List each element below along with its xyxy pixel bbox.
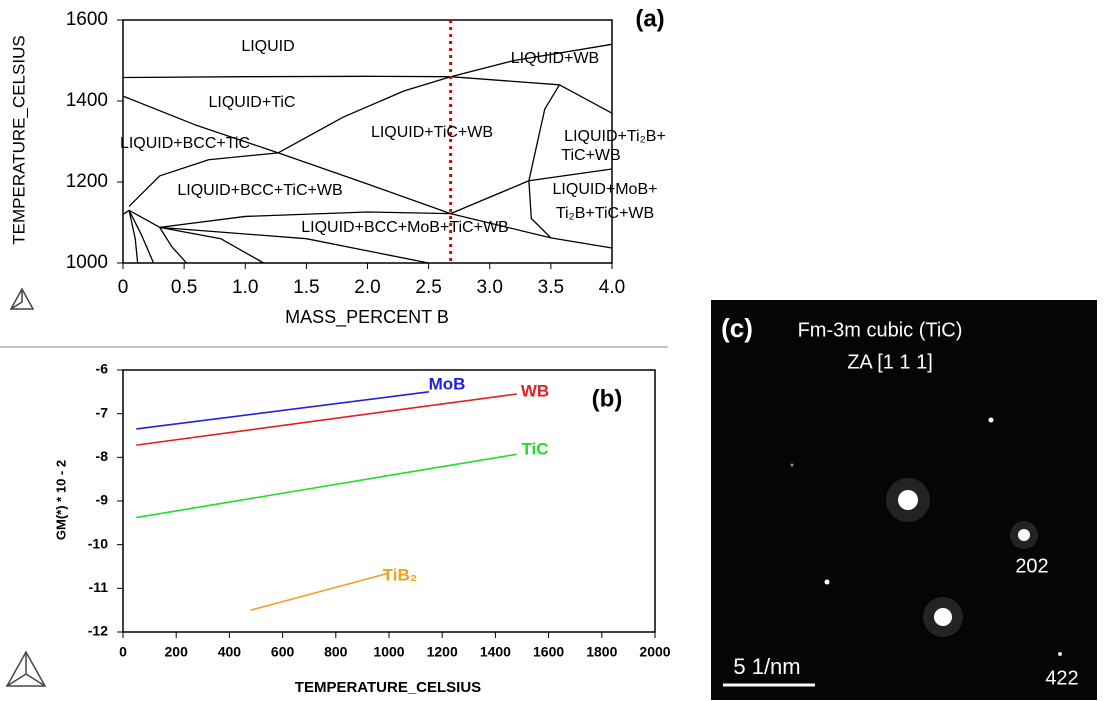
y-tick-label: -7 bbox=[96, 404, 109, 420]
panel-label: (b) bbox=[592, 385, 623, 412]
x-tick-label: 1.0 bbox=[232, 277, 258, 298]
x-tick-label: 1800 bbox=[586, 644, 617, 660]
x-tick-label: 800 bbox=[324, 644, 348, 660]
y-tick-label: 1600 bbox=[66, 9, 108, 30]
line bbox=[160, 227, 187, 263]
line bbox=[136, 392, 429, 429]
line bbox=[160, 227, 264, 263]
line bbox=[136, 394, 516, 445]
spot-label: 202 bbox=[1015, 555, 1048, 577]
phase-label: Ti₂B+TiC+WB bbox=[556, 205, 654, 222]
phase-label: LIQUID bbox=[241, 38, 294, 55]
spot-label: 422 bbox=[1045, 667, 1078, 689]
x-tick-label: 2.5 bbox=[415, 277, 441, 298]
y-tick-label: 1200 bbox=[66, 171, 108, 192]
y-tick-label: -10 bbox=[88, 535, 108, 551]
phase-label: LIQUID+Ti₂B+ bbox=[564, 128, 666, 145]
x-axis-label: MASS_PERCENT B bbox=[285, 307, 449, 328]
series-label: MoB bbox=[429, 374, 466, 393]
line bbox=[529, 181, 551, 238]
phase-label: LIQUID+TiC+WB bbox=[371, 124, 493, 141]
x-tick-label: 2000 bbox=[639, 644, 670, 660]
line bbox=[451, 85, 560, 214]
line bbox=[136, 454, 516, 517]
y-tick-label: -8 bbox=[96, 448, 109, 464]
line bbox=[123, 76, 559, 85]
plot-frame bbox=[123, 370, 655, 632]
y-tick-label: -11 bbox=[89, 579, 109, 595]
phase-label: LIQUID+WB bbox=[511, 50, 599, 67]
x-tick-label: 3.0 bbox=[477, 277, 503, 298]
phase-label: LIQUID+BCC+MoB+TiC+WB bbox=[301, 219, 508, 236]
x-tick-label: 0 bbox=[118, 277, 129, 298]
panel-label: (a) bbox=[635, 5, 664, 32]
x-tick-label: 400 bbox=[218, 644, 242, 660]
x-tick-label: 0.5 bbox=[171, 277, 197, 298]
y-tick-label: -12 bbox=[88, 623, 108, 639]
series-label: WB bbox=[521, 381, 549, 400]
figure: (c) Fm-3m cubic (TiC) ZA [1 1 1] 202 422… bbox=[0, 0, 1104, 701]
y-axis-label: GM(*) * 10 - 2 bbox=[53, 460, 68, 540]
line bbox=[129, 210, 153, 263]
x-tick-label: 4.0 bbox=[599, 277, 625, 298]
x-axis-label: TEMPERATURE_CELSIUS bbox=[295, 679, 481, 696]
y-axis-label: TEMPERATURE_CELSIUS bbox=[9, 35, 28, 244]
x-tick-label: 1000 bbox=[373, 644, 404, 660]
x-tick-label: 0 bbox=[119, 644, 127, 660]
y-tick-label: -9 bbox=[96, 492, 109, 508]
series-label: TiB₂ bbox=[383, 565, 418, 584]
line bbox=[251, 573, 389, 610]
x-tick-label: 3.5 bbox=[538, 277, 564, 298]
logo bbox=[7, 289, 45, 686]
x-tick-label: 1200 bbox=[427, 644, 458, 660]
line bbox=[529, 169, 612, 181]
y-tick-label: 1400 bbox=[66, 90, 108, 111]
y-tick-label: 1000 bbox=[66, 252, 108, 273]
line bbox=[559, 85, 612, 113]
x-tick-label: 200 bbox=[165, 644, 189, 660]
series-label: TiC bbox=[521, 439, 548, 458]
panel-label: (c) bbox=[721, 313, 753, 343]
x-tick-label: 600 bbox=[271, 644, 295, 660]
y-tick-label: -6 bbox=[96, 361, 109, 377]
image-title: Fm-3m cubic (TiC) bbox=[798, 319, 963, 341]
x-tick-label: 2.0 bbox=[354, 277, 380, 298]
x-tick-label: 1.5 bbox=[293, 277, 319, 298]
line bbox=[123, 210, 160, 227]
x-tick-label: 1600 bbox=[533, 644, 564, 660]
phase-label: LIQUID+BCC+TiC+WB bbox=[177, 182, 342, 199]
zone-axis: ZA [1 1 1] bbox=[847, 351, 933, 373]
x-tick-label: 1400 bbox=[480, 644, 511, 660]
phase-label: LIQUID+MoB+ bbox=[553, 181, 658, 198]
phase-label: TiC+WB bbox=[561, 147, 620, 164]
scale-bar-label: 5 1/nm bbox=[733, 654, 800, 679]
phase-label: LIQUID+BCC+TiC bbox=[120, 135, 250, 152]
phase-label: LIQUID+TiC bbox=[209, 94, 296, 111]
